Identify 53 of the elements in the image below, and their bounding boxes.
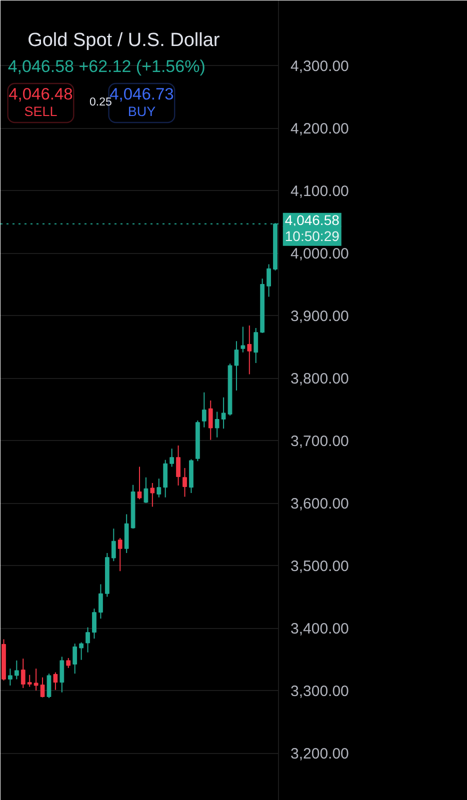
y-tick-label: 3,400.00 — [290, 620, 349, 638]
candlestick — [137, 466, 142, 500]
candlestick — [34, 668, 38, 691]
candlestick — [247, 325, 252, 375]
candlestick — [72, 643, 78, 674]
candlestick — [27, 674, 32, 688]
candlestick — [92, 608, 96, 640]
annotation: 0.25 — [90, 96, 112, 108]
candlestick — [14, 660, 19, 680]
candlestick — [163, 459, 168, 498]
y-tick-label: 4,200.00 — [290, 120, 349, 138]
candlestick — [79, 642, 84, 660]
candlestick — [118, 538, 122, 572]
candlestick — [150, 482, 155, 508]
candlestick — [98, 584, 103, 620]
candlestick — [144, 476, 148, 504]
candlestick — [66, 658, 71, 668]
candlestick — [176, 445, 180, 486]
candlestick — [53, 672, 58, 690]
candlestick — [111, 528, 116, 562]
annotation: BUY — [128, 104, 156, 119]
candlestick — [234, 340, 239, 391]
y-tick-label: 3,800.00 — [290, 370, 349, 388]
text: 4,046.58 +62.12 (+1.56%) — [8, 57, 206, 76]
text: Gold Spot / U.S. Dollar — [28, 30, 220, 51]
y-tick-label: 4,000.00 — [290, 246, 349, 262]
candlestick — [254, 328, 258, 364]
text: 10:50:29 — [284, 228, 340, 244]
candlestick — [20, 658, 26, 688]
candlestick — [266, 264, 271, 298]
candlestick — [182, 468, 187, 498]
y-tick-label: 3,500.00 — [290, 558, 349, 575]
candlestick — [86, 626, 90, 653]
y-tick-label: 3,200.00 — [290, 746, 349, 762]
y-tick-label: 4,100.00 — [290, 183, 349, 200]
candlestick — [46, 673, 52, 698]
candlestick — [240, 326, 246, 353]
y-tick-label: 4,300.00 — [290, 58, 349, 75]
candlestick — [156, 478, 162, 498]
candlestick — [8, 668, 12, 686]
candlestick — [202, 392, 206, 428]
candlestick — [214, 411, 220, 438]
candlestick — [60, 656, 64, 693]
candlestick — [170, 448, 174, 468]
y-tick-label: 3,600.00 — [290, 496, 349, 512]
y-tick-label: 3,700.00 — [290, 433, 349, 450]
candlestick — [208, 400, 213, 440]
annotation: SELL — [24, 104, 58, 119]
candlestick — [40, 676, 45, 698]
annotation: 4,046.48 — [8, 86, 73, 104]
y-tick-label: 3,300.00 — [290, 683, 349, 700]
y-tick-label: 3,900.00 — [290, 308, 349, 325]
ref-line-label: 4,046.58 — [284, 212, 340, 228]
